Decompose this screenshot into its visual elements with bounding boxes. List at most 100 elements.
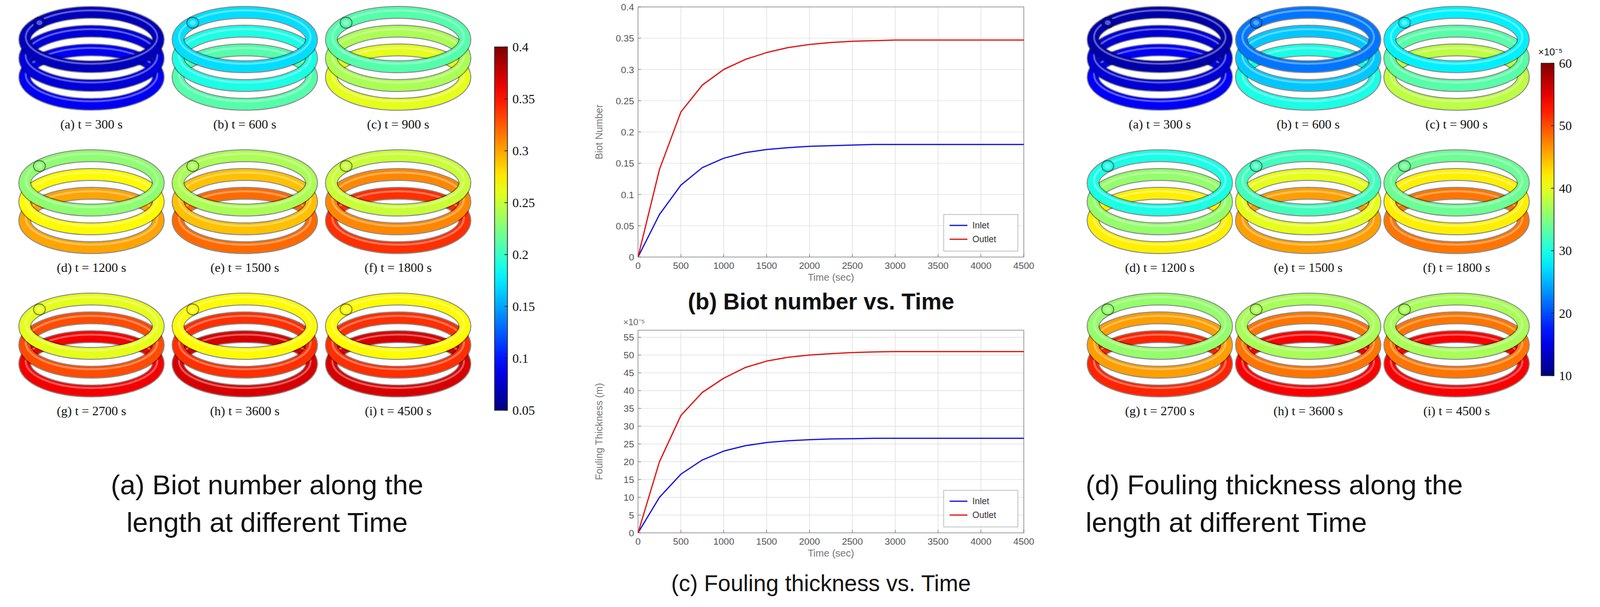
grid-line	[638, 38, 1024, 39]
tube-highlight	[1390, 297, 1523, 351]
tube-highlight	[1242, 10, 1374, 64]
colorbar-tick-label: 0.35	[512, 91, 536, 107]
tube-end-inner	[1104, 163, 1111, 169]
tube-end-inner	[1253, 163, 1260, 169]
y-tick-label: 50	[623, 350, 635, 361]
grid-line	[638, 408, 1024, 410]
y-tick	[638, 131, 641, 133]
grid-line	[638, 426, 1024, 427]
x-tick	[680, 254, 682, 258]
series-line	[638, 40, 1024, 258]
y-tick	[638, 461, 641, 463]
y-tick	[638, 514, 641, 516]
x-tick-label: 4500	[1013, 260, 1035, 272]
tube-end-inner	[1253, 307, 1260, 313]
x-axis-title: Time (sec)	[807, 272, 855, 283]
y-tick-label: 5	[628, 510, 635, 521]
colorbar	[494, 46, 508, 411]
grid-line	[723, 330, 725, 534]
grid-line	[638, 390, 1024, 392]
x-tick-label: 2000	[799, 260, 821, 272]
coil	[178, 153, 312, 248]
y-axis-title: Fouling Thickness (m)	[593, 383, 605, 481]
coil-turn	[1389, 155, 1524, 211]
coil-turn	[1241, 12, 1375, 67]
y-tick	[638, 444, 641, 445]
line-chart: 0500100015002000250030003500400045000510…	[593, 317, 1035, 597]
legend-label: Outlet	[972, 234, 997, 245]
y-tick-label: 0.25	[615, 95, 635, 107]
coil	[178, 297, 312, 392]
tube-highlight	[1390, 10, 1523, 64]
legend-swatch	[949, 514, 968, 517]
snapshot-label: (b) t = 600 s	[1276, 117, 1340, 132]
snapshot-label: (h) t = 3600 s	[1273, 404, 1343, 419]
y-tick	[638, 479, 641, 481]
x-tick	[852, 530, 853, 534]
coil	[1389, 10, 1524, 105]
x-tick-label: 4000	[970, 260, 992, 272]
x-tick-label: 500	[673, 536, 689, 548]
grid-line	[638, 69, 1024, 70]
x-tick-label: 0	[635, 260, 641, 272]
colorbar-tick-label: 0.3	[512, 143, 529, 159]
colorbar-tick	[1551, 125, 1555, 127]
colorbar-tick	[1551, 313, 1555, 315]
grid-line	[852, 330, 853, 534]
caption-line: (d) Fouling thickness along the	[1085, 469, 1463, 501]
x-axis-title: Time (sec)	[807, 548, 855, 559]
tube-highlight	[332, 297, 464, 351]
snapshot-label: (b) t = 600 s	[213, 117, 276, 132]
grid-line	[638, 163, 1024, 164]
legend: Inlet Outlet	[943, 214, 1018, 252]
x-tick	[680, 530, 682, 534]
x-tick-label: 1500	[756, 260, 778, 272]
x-tick	[980, 530, 982, 534]
y-tick	[638, 100, 641, 101]
caption-line: length at different Time	[1085, 506, 1368, 539]
tube-end-inner	[36, 163, 43, 169]
y-tick-label: 0.3	[621, 64, 635, 76]
x-tick	[937, 254, 939, 258]
tube-highlight	[179, 297, 311, 351]
snapshot-label: (d) t = 1200 s	[1125, 260, 1195, 275]
y-tick-label: 25	[623, 439, 635, 450]
tube-end	[1101, 160, 1114, 172]
snapshot-label: (i) t = 4500 s	[365, 404, 432, 419]
coil-turn	[178, 299, 312, 354]
x-tick-label: 3500	[927, 260, 949, 272]
coil-turn	[1093, 12, 1227, 67]
colorbar-tick	[1551, 187, 1555, 189]
grid-line	[638, 372, 1024, 374]
series-group	[638, 351, 1024, 534]
y-tick-label: 15	[623, 474, 635, 486]
tube-end	[1398, 17, 1411, 29]
x-tick	[980, 254, 982, 258]
tube-highlight	[332, 153, 464, 208]
grid-line	[638, 225, 1024, 227]
colorbar-tick-label: 20	[1558, 306, 1572, 321]
tube-highlight	[25, 153, 158, 208]
colorbar-tick-label: 60	[1558, 56, 1572, 71]
series-group	[638, 40, 1024, 258]
tube-end-inner	[189, 307, 196, 313]
x-tick-label: 1500	[756, 536, 778, 548]
colorbar-tick-label: 0.4	[512, 40, 529, 55]
coil	[1093, 297, 1227, 392]
legend-label: Inlet	[972, 220, 990, 231]
coil	[24, 297, 159, 392]
tube-edge	[1389, 155, 1524, 211]
tube-edge	[1389, 12, 1524, 67]
tube-highlight	[1390, 153, 1523, 208]
x-tick	[809, 254, 810, 258]
coil-turn	[1389, 12, 1524, 67]
coil	[1241, 10, 1375, 105]
plot-area	[638, 330, 1024, 534]
y-tick	[638, 372, 641, 374]
grid-line	[638, 444, 1024, 445]
coil-panel: (a) t = 300 s(b) t = 600 s(c) t = 900 s(…	[1085, 10, 1572, 539]
tube-end	[186, 304, 199, 316]
coil	[1093, 153, 1227, 248]
snapshot-label: (f) t = 1800 s	[1422, 260, 1491, 275]
x-tick-label: 500	[673, 260, 689, 272]
